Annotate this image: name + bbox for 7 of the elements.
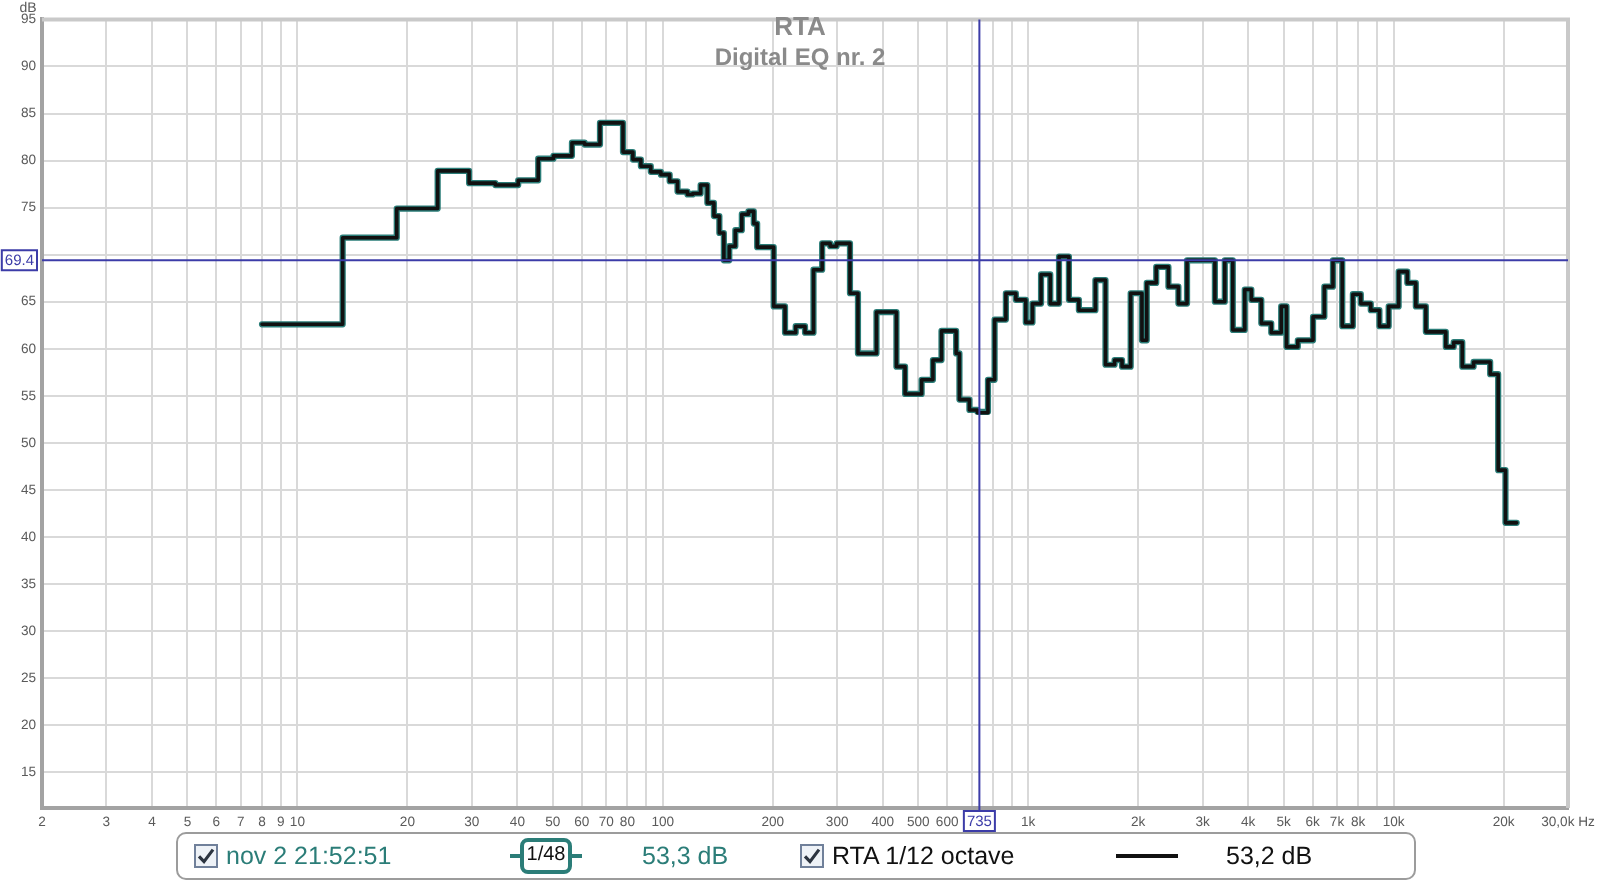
text: Digital EQ nr. 2 (714, 42, 886, 71)
text: 1/48 (520, 838, 572, 874)
text: 53,3 dB (642, 842, 729, 870)
text: RTA 1/12 octave (832, 842, 1015, 870)
chart-title: RTA (774, 11, 827, 42)
text: 53,2 dB (1226, 842, 1313, 870)
text: nov 2 21:52:51 (226, 842, 392, 870)
